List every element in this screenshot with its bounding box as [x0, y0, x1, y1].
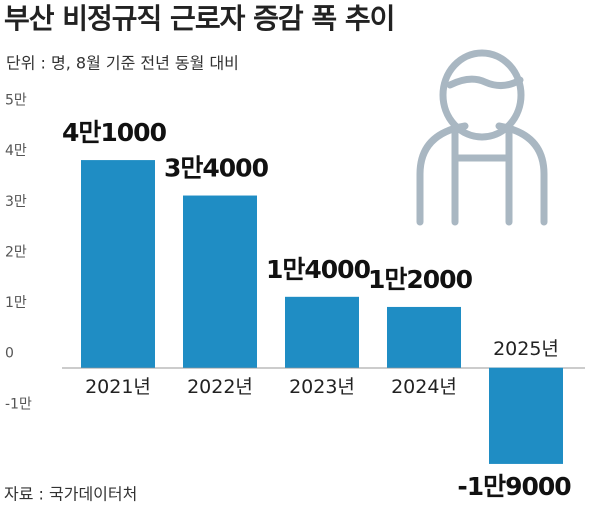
- bar: [81, 160, 155, 368]
- y-tick-label: 5만: [5, 93, 27, 109]
- bar: [387, 306, 461, 368]
- source: 자료 : 국가데이터처: [4, 485, 137, 504]
- value-label: 1만4000: [266, 255, 371, 284]
- chart-subtitle: 단위 : 명, 8월 기준 전년 동월 대비: [6, 54, 239, 73]
- x-tick-label: 2023년: [289, 376, 355, 398]
- y-tick-label: 1만: [5, 295, 27, 311]
- x-tick-label: 2025년: [493, 338, 559, 360]
- chart-title: 부산 비정규직 근로자 증감 폭 추이: [4, 2, 394, 35]
- value-label: -1만9000: [457, 472, 571, 501]
- value-label: 3만4000: [164, 154, 269, 183]
- value-label: 4만1000: [62, 118, 167, 147]
- value-label: 1만2000: [368, 265, 473, 294]
- y-tick-label: 2만: [5, 244, 27, 260]
- bar: [285, 296, 359, 368]
- bar: [489, 367, 563, 464]
- x-tick-label: 2021년: [85, 376, 151, 398]
- y-tick-label: -1만: [5, 396, 32, 412]
- worker-icon: [416, 49, 548, 226]
- bar: [183, 195, 257, 368]
- y-tick-label: 0: [5, 346, 14, 362]
- y-tick-label: 4만: [5, 143, 27, 159]
- y-tick-label: 3만: [5, 194, 27, 210]
- x-tick-label: 2022년: [187, 376, 253, 398]
- x-tick-label: 2024년: [391, 376, 457, 398]
